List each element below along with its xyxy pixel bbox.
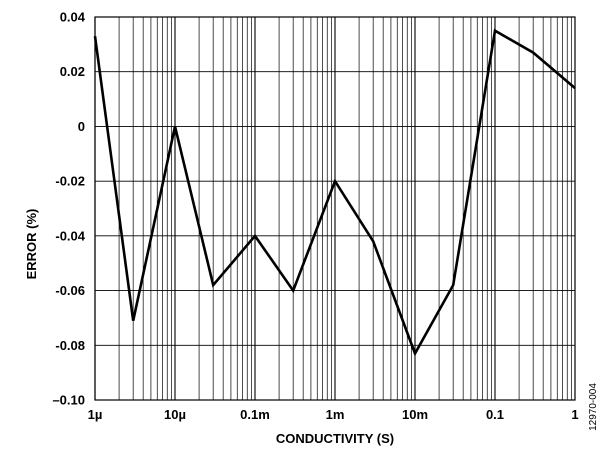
x-tick-labels: 1µ 10µ 0.1m 1m 10m 0.1 1 xyxy=(88,407,579,422)
x-tick-label: 0.1 xyxy=(486,407,504,422)
grid-lines xyxy=(94,16,575,401)
x-tick-label: 10µ xyxy=(164,407,186,422)
error-series-line xyxy=(93,28,576,357)
y-tick-label: 0.02 xyxy=(60,64,85,79)
y-tick-label: 0 xyxy=(78,119,85,134)
y-tick-label: -0.06 xyxy=(55,283,85,298)
figure-code: 12970-004 xyxy=(588,383,599,431)
y-axis-label: ERROR (%) xyxy=(24,209,39,280)
y-tick-label: -0.02 xyxy=(55,174,85,189)
plot-frame xyxy=(94,16,576,401)
x-tick-label: 10m xyxy=(402,407,428,422)
x-tick-label: 1 xyxy=(571,407,578,422)
x-tick-label: 1m xyxy=(326,407,345,422)
y-tick-label: –0.10 xyxy=(52,393,85,408)
y-tick-labels: 0.04 0.02 0 -0.02 -0.04 -0.06 -0.08 –0.10 xyxy=(52,10,85,408)
x-tick-label: 0.1m xyxy=(240,407,270,422)
y-tick-label: -0.04 xyxy=(55,228,85,243)
x-axis-label: CONDUCTIVITY (S) xyxy=(276,431,394,446)
series-layer xyxy=(93,28,576,357)
y-tick-label: -0.08 xyxy=(55,338,85,353)
y-tick-label: 0.04 xyxy=(60,10,86,25)
x-tick-label: 1µ xyxy=(88,407,103,422)
